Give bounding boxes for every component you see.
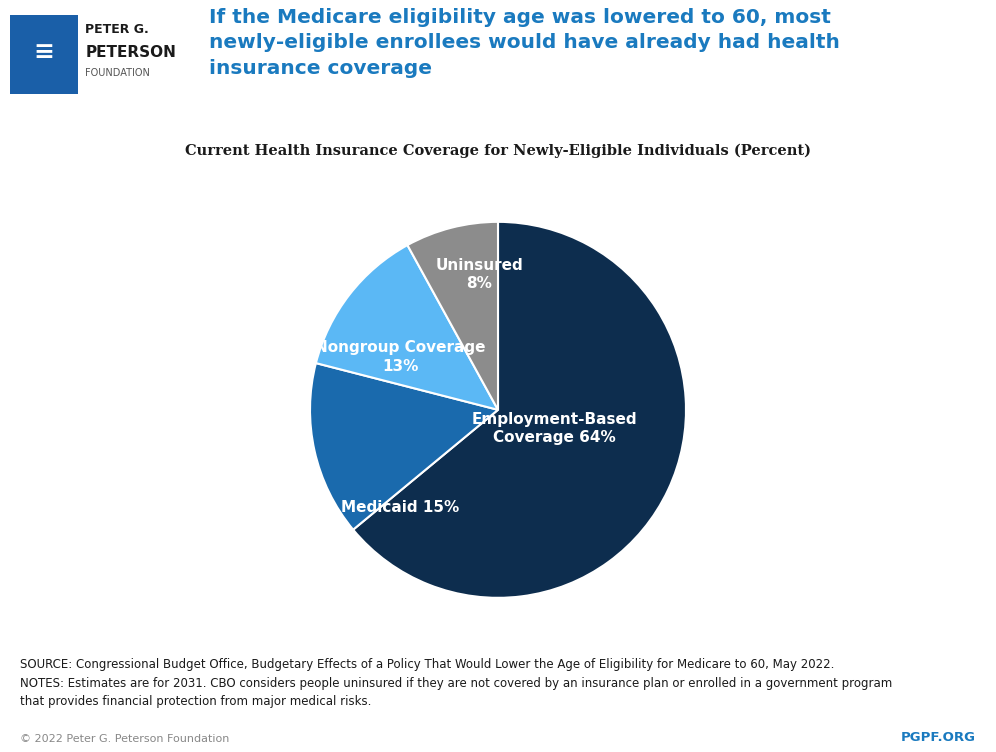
Text: PETER G.: PETER G.: [86, 23, 149, 36]
Wedge shape: [316, 245, 498, 410]
Text: Medicaid 15%: Medicaid 15%: [341, 500, 459, 515]
Wedge shape: [310, 363, 498, 529]
Wedge shape: [407, 222, 498, 410]
Wedge shape: [354, 222, 686, 598]
Bar: [10, 15, 78, 94]
Text: Nongroup Coverage
13%: Nongroup Coverage 13%: [315, 341, 485, 374]
Text: Current Health Insurance Coverage for Newly-Eligible Individuals (Percent): Current Health Insurance Coverage for Ne…: [185, 143, 811, 158]
Text: © 2022 Peter G. Peterson Foundation: © 2022 Peter G. Peterson Foundation: [20, 735, 229, 744]
Text: SOURCE: Congressional Budget Office, Budgetary Effects of a Policy That Would Lo: SOURCE: Congressional Budget Office, Bud…: [20, 658, 892, 708]
Text: PGPF.ORG: PGPF.ORG: [901, 732, 976, 744]
Text: If the Medicare eligibility age was lowered to 60, most
newly-eligible enrollees: If the Medicare eligibility age was lowe…: [209, 8, 840, 78]
Text: FOUNDATION: FOUNDATION: [86, 68, 150, 77]
Text: PETERSON: PETERSON: [86, 44, 176, 59]
Text: ≡: ≡: [34, 40, 55, 64]
Text: Uninsured
8%: Uninsured 8%: [435, 258, 523, 291]
Text: Employment-Based
Coverage 64%: Employment-Based Coverage 64%: [471, 412, 637, 445]
